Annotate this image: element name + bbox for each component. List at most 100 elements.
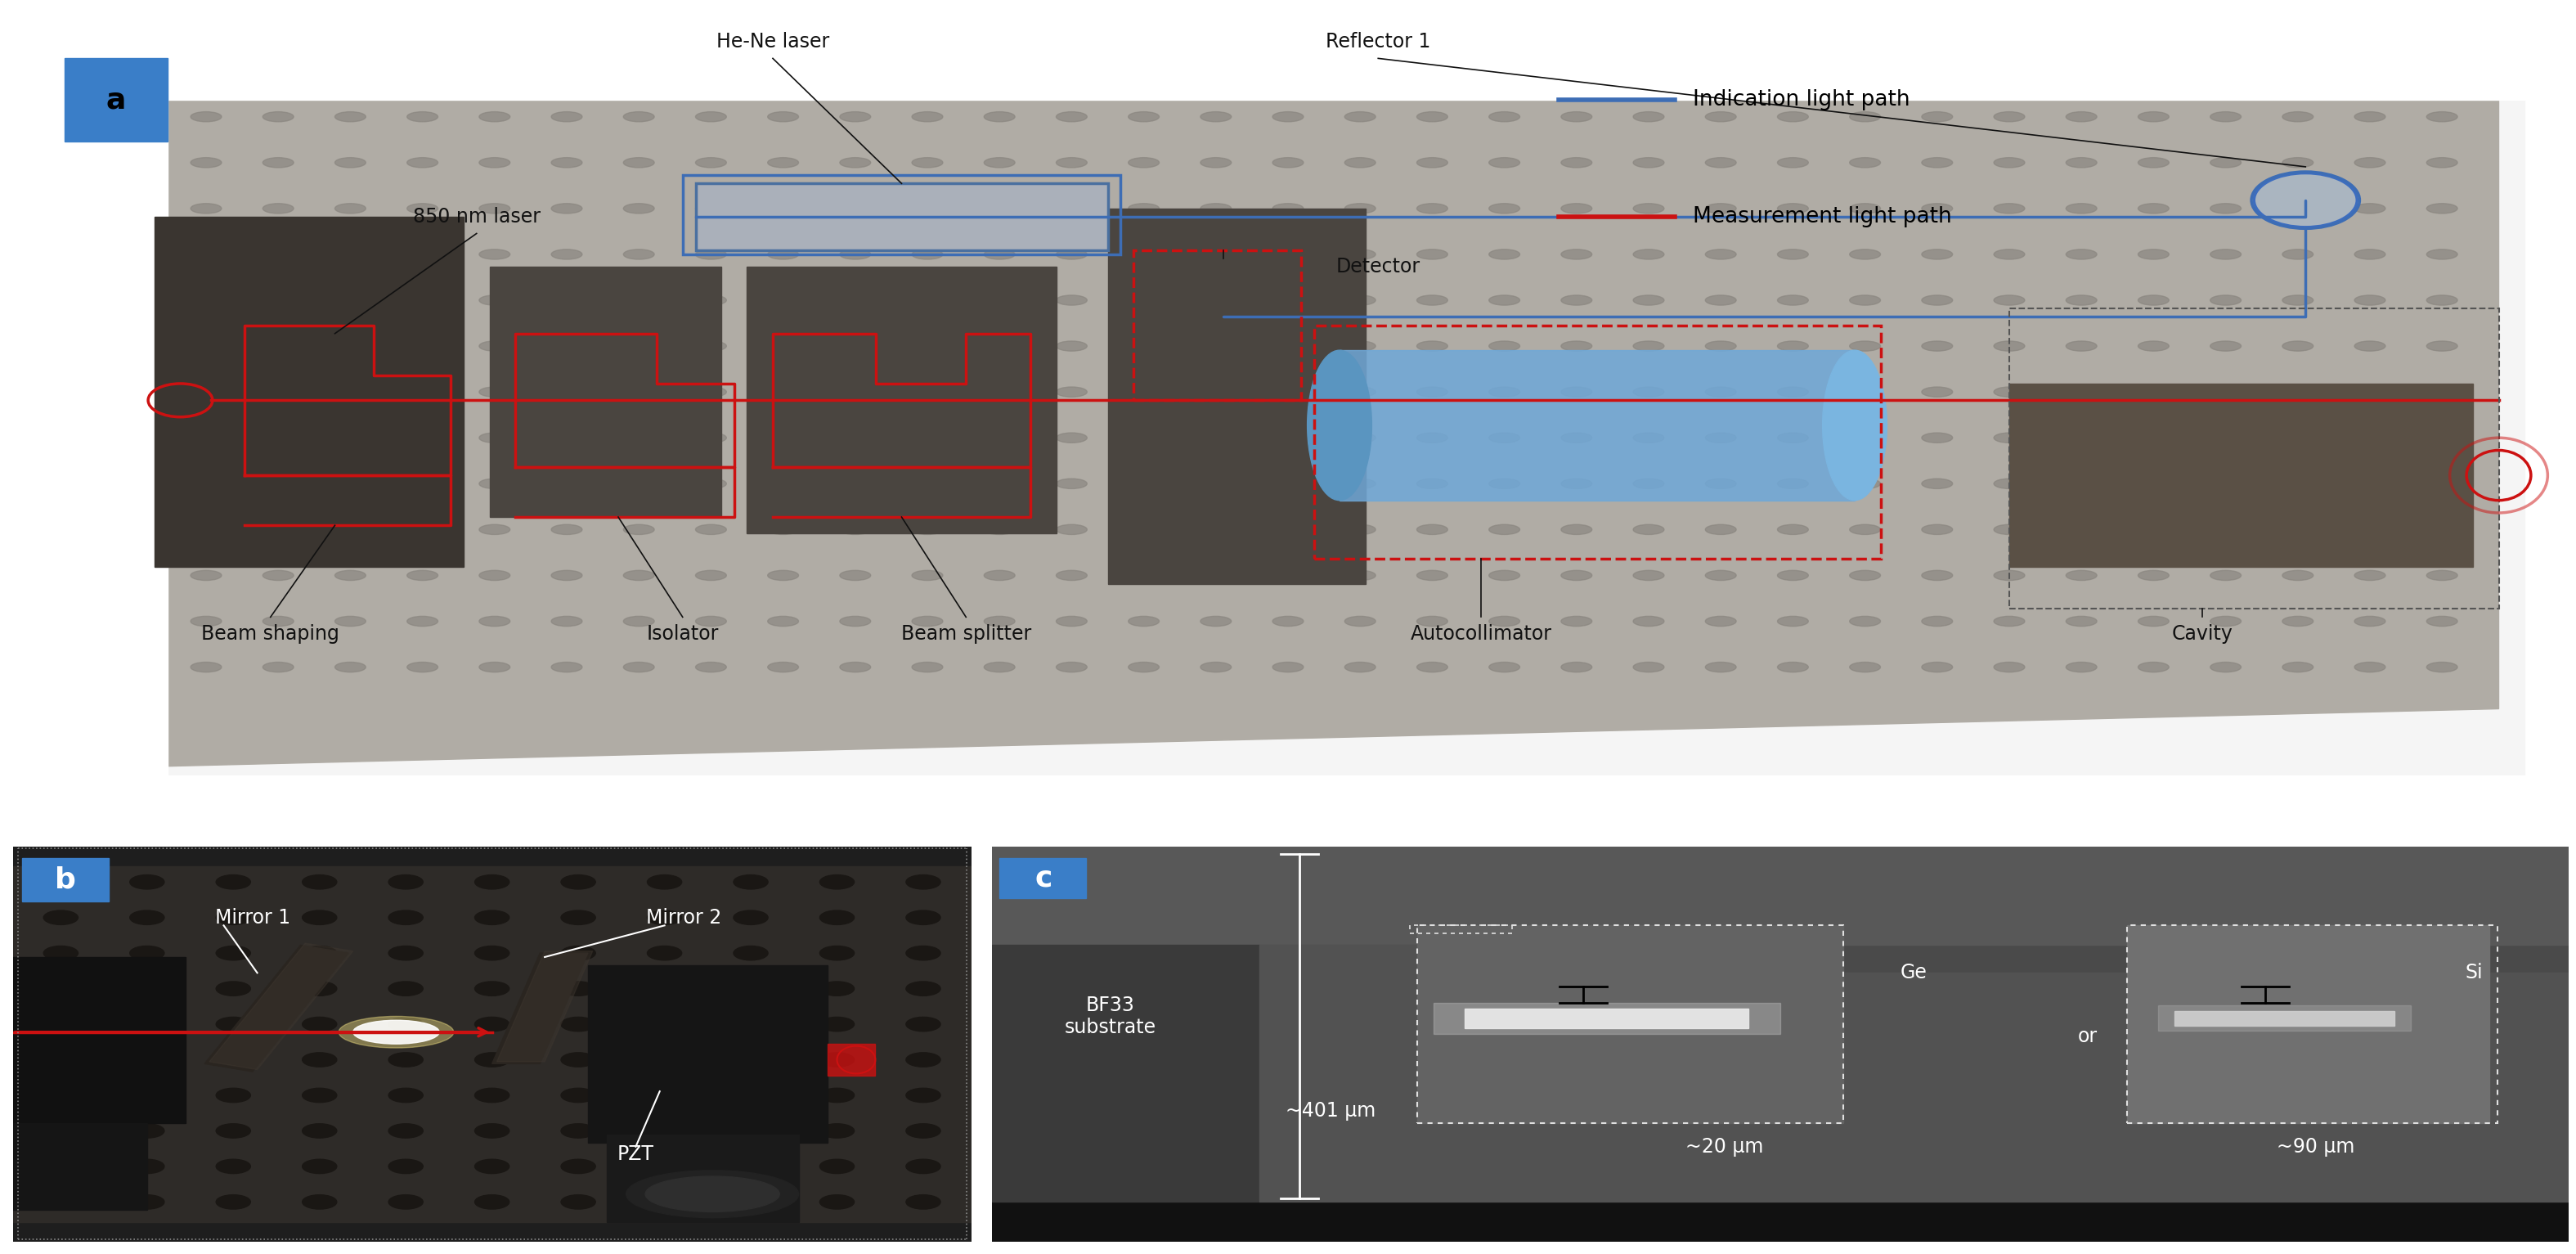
Circle shape bbox=[479, 571, 510, 581]
Circle shape bbox=[191, 112, 222, 122]
Circle shape bbox=[1994, 295, 2025, 305]
Circle shape bbox=[2354, 250, 2385, 260]
Circle shape bbox=[1489, 433, 1520, 443]
Circle shape bbox=[768, 158, 799, 168]
Circle shape bbox=[2210, 387, 2241, 398]
Circle shape bbox=[263, 524, 294, 534]
Circle shape bbox=[551, 662, 582, 672]
Circle shape bbox=[1345, 250, 1376, 260]
Circle shape bbox=[696, 158, 726, 168]
Circle shape bbox=[1922, 112, 1953, 122]
Circle shape bbox=[907, 982, 940, 996]
Circle shape bbox=[2427, 341, 2458, 351]
Circle shape bbox=[301, 982, 337, 996]
Circle shape bbox=[44, 1017, 77, 1031]
Circle shape bbox=[1561, 433, 1592, 443]
Circle shape bbox=[1850, 250, 1880, 260]
Circle shape bbox=[44, 1124, 77, 1137]
Circle shape bbox=[1850, 479, 1880, 489]
Circle shape bbox=[1489, 479, 1520, 489]
Bar bbox=[2159, 1006, 2411, 1031]
Circle shape bbox=[1994, 571, 2025, 581]
Circle shape bbox=[216, 1052, 250, 1067]
Circle shape bbox=[1417, 571, 1448, 581]
Circle shape bbox=[1922, 250, 1953, 260]
Circle shape bbox=[551, 387, 582, 398]
Circle shape bbox=[1777, 341, 1808, 351]
Circle shape bbox=[407, 571, 438, 581]
Circle shape bbox=[1633, 387, 1664, 398]
Circle shape bbox=[1345, 524, 1376, 534]
Circle shape bbox=[1705, 158, 1736, 168]
Circle shape bbox=[191, 662, 222, 672]
Circle shape bbox=[819, 875, 855, 889]
Bar bbox=[13, 957, 185, 1124]
Circle shape bbox=[301, 1124, 337, 1137]
Bar bbox=[0, 775, 2576, 834]
Circle shape bbox=[1200, 158, 1231, 168]
Ellipse shape bbox=[2254, 173, 2357, 227]
Ellipse shape bbox=[1824, 350, 1886, 500]
Circle shape bbox=[1273, 524, 1303, 534]
Circle shape bbox=[2138, 662, 2169, 672]
Circle shape bbox=[819, 1195, 855, 1209]
Circle shape bbox=[1994, 433, 2025, 443]
Circle shape bbox=[2138, 479, 2169, 489]
Circle shape bbox=[2138, 616, 2169, 626]
Circle shape bbox=[819, 982, 855, 996]
Circle shape bbox=[1489, 524, 1520, 534]
Circle shape bbox=[562, 875, 595, 889]
Circle shape bbox=[2427, 479, 2458, 489]
Circle shape bbox=[1561, 524, 1592, 534]
Circle shape bbox=[840, 616, 871, 626]
Circle shape bbox=[44, 1195, 77, 1209]
Circle shape bbox=[1417, 341, 1448, 351]
Circle shape bbox=[2138, 387, 2169, 398]
Text: Autocollimator: Autocollimator bbox=[1412, 624, 1551, 643]
Circle shape bbox=[1056, 433, 1087, 443]
Circle shape bbox=[907, 1088, 940, 1102]
Circle shape bbox=[407, 295, 438, 305]
Circle shape bbox=[1056, 112, 1087, 122]
Circle shape bbox=[1561, 158, 1592, 168]
Circle shape bbox=[734, 1017, 768, 1031]
Circle shape bbox=[1777, 112, 1808, 122]
Circle shape bbox=[1705, 571, 1736, 581]
Circle shape bbox=[301, 1088, 337, 1102]
Circle shape bbox=[2282, 387, 2313, 398]
Bar bbox=[608, 1135, 799, 1221]
Circle shape bbox=[1777, 158, 1808, 168]
Text: Reflector 1: Reflector 1 bbox=[1327, 31, 1430, 51]
Bar bbox=[683, 176, 1121, 255]
Circle shape bbox=[191, 387, 222, 398]
Circle shape bbox=[2210, 250, 2241, 260]
Circle shape bbox=[819, 1159, 855, 1174]
Circle shape bbox=[191, 433, 222, 443]
Text: Measurement light path: Measurement light path bbox=[1692, 206, 1953, 227]
Circle shape bbox=[2138, 158, 2169, 168]
Circle shape bbox=[840, 158, 871, 168]
Circle shape bbox=[2138, 112, 2169, 122]
Circle shape bbox=[1705, 203, 1736, 213]
Circle shape bbox=[912, 524, 943, 534]
Circle shape bbox=[562, 982, 595, 996]
Circle shape bbox=[479, 158, 510, 168]
Bar bbox=[1340, 350, 1855, 500]
Circle shape bbox=[1777, 295, 1808, 305]
Circle shape bbox=[907, 946, 940, 961]
Circle shape bbox=[1200, 524, 1231, 534]
Circle shape bbox=[768, 524, 799, 534]
Circle shape bbox=[1777, 662, 1808, 672]
Circle shape bbox=[263, 112, 294, 122]
Text: c: c bbox=[1036, 864, 1054, 892]
Circle shape bbox=[1850, 112, 1880, 122]
Circle shape bbox=[1922, 433, 1953, 443]
Circle shape bbox=[216, 1124, 250, 1137]
Bar bbox=[2128, 925, 2488, 1124]
Circle shape bbox=[696, 571, 726, 581]
Circle shape bbox=[1922, 479, 1953, 489]
Circle shape bbox=[984, 250, 1015, 260]
Circle shape bbox=[1561, 479, 1592, 489]
Text: Mirror 2: Mirror 2 bbox=[647, 908, 721, 928]
Circle shape bbox=[984, 479, 1015, 489]
